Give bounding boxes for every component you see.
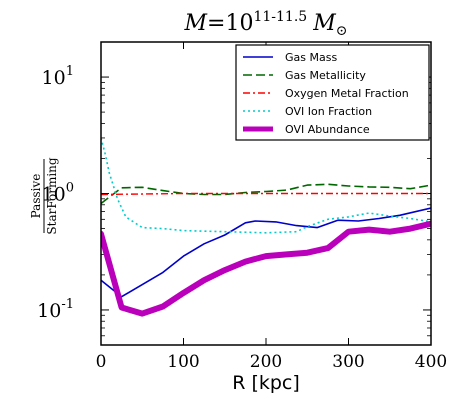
chart-title: M=1011-11.5 M⊙ [184,9,348,39]
x-tick-label: 300 [332,352,364,372]
y-axis-label: Passive StarForming [29,157,59,235]
axis-ticks: 0 100 200 300 400 10-1 100 101 [37,41,447,372]
legend: Gas Mass Gas Metallicity Oxygen Metal Frac… [235,44,430,141]
y-tick-label: 10-1 [37,297,74,322]
series-line-oxygen-metal-fraction [101,192,431,196]
legend-label: OVI Abundance [285,123,370,136]
x-tick-label: 400 [415,352,447,372]
series-group [101,137,431,317]
series-line-gas-metallicity [101,183,431,205]
legend-label: Oxygen Metal Fraction [285,87,409,100]
series-line-ovi-abundance [101,220,431,317]
plot-frame [100,41,432,346]
series-line-ovi-ion-fraction [101,137,431,234]
x-tick-label: 0 [96,352,107,372]
y-tick-label: 101 [42,64,74,89]
series-line-gas-mass [101,207,431,298]
x-tick-label: 100 [167,352,199,372]
y-axis-label-denominator: StarForming [45,157,59,235]
x-axis-label: R [kpc] [232,372,300,394]
legend-label: Gas Mass [285,51,337,64]
y-tick-label: 100 [42,181,74,206]
legend-label: OVI Ion Fraction [285,105,372,118]
y-axis-label-numerator: Passive [29,174,43,219]
x-tick-label: 200 [250,352,282,372]
legend-label: Gas Metallicity [285,69,366,82]
